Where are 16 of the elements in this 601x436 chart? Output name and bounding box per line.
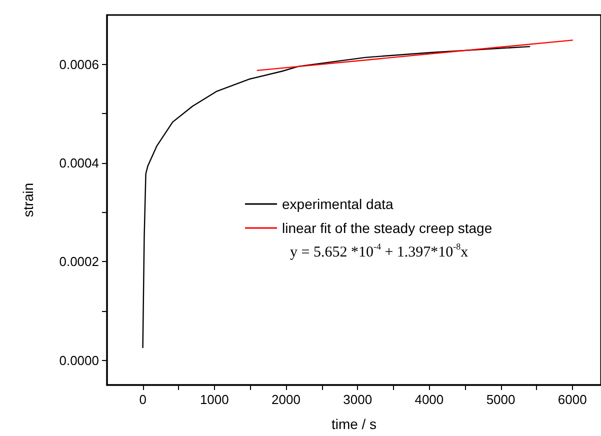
- line-series: [142, 46, 530, 348]
- x-tick-label: 6000: [558, 392, 587, 407]
- x-tick-label: 4000: [414, 392, 444, 407]
- x-tick-label: 2000: [272, 392, 300, 407]
- x-tick-label: 5000: [486, 392, 516, 407]
- y-axis-title: strain: [20, 182, 36, 218]
- x-tick-label: 3000: [343, 392, 372, 407]
- legend-label: linear fit of the steady creep stage: [282, 220, 492, 236]
- y-tick-label: 0.0002: [59, 254, 99, 270]
- y-tick-label: 0.0004: [59, 156, 99, 170]
- legend-label: experimental data: [282, 196, 394, 212]
- x-tick-label: 1000: [200, 392, 229, 407]
- y-tick-label: 0.0000: [59, 352, 99, 368]
- x-tick-label: 0: [139, 392, 146, 407]
- x-axis-title: time / s: [331, 416, 377, 432]
- y-tick-label: 0.0006: [59, 56, 99, 72]
